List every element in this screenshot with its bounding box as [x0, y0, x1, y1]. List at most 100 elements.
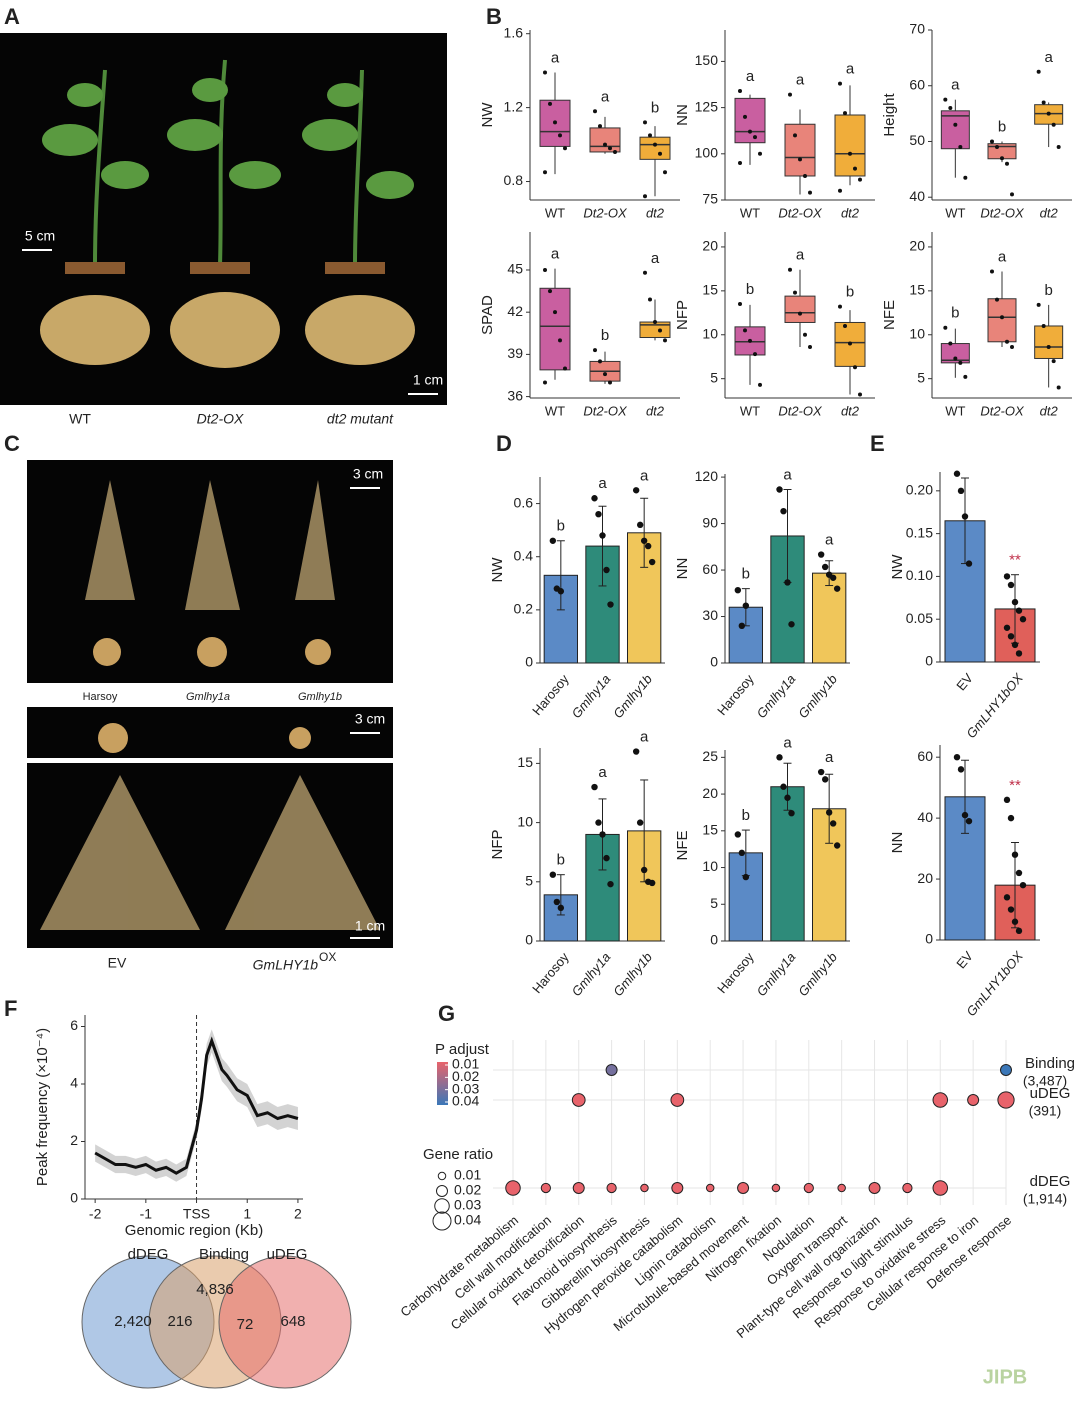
letter: a [825, 532, 834, 549]
panel-label: A [4, 4, 20, 29]
point [1003, 796, 1011, 804]
point [738, 849, 746, 857]
point [599, 532, 606, 539]
point [603, 372, 607, 377]
point [953, 753, 961, 761]
region-count: 648 [280, 1313, 305, 1330]
size-key [434, 1198, 450, 1214]
x-tick-label: Harosoy [529, 949, 572, 996]
box [1034, 325, 1064, 359]
point [843, 323, 847, 328]
y-tick-label: 0.6 [514, 494, 534, 510]
letter: a [598, 764, 607, 781]
x-tick-label: EV [953, 670, 976, 693]
point [608, 380, 612, 385]
point [543, 267, 547, 272]
photo-label: Dt2-OX [197, 411, 244, 427]
x-axis-label: Genomic region (Kb) [125, 1222, 263, 1239]
x-tick-label: -1 [140, 1206, 153, 1222]
point [593, 348, 597, 353]
point [553, 898, 561, 906]
y-tick-label: 10 [702, 325, 718, 341]
point [776, 486, 783, 493]
x-tick-label: -2 [89, 1206, 102, 1222]
point [549, 871, 557, 878]
y-tick-label: 1.2 [504, 98, 524, 114]
point [738, 302, 742, 307]
box [589, 127, 621, 153]
point [595, 819, 602, 826]
point [636, 819, 644, 826]
region-count: 4,836 [196, 1281, 234, 1298]
y-tick-label: 150 [695, 52, 719, 68]
x-tick-label: Gmlhy1a [568, 671, 613, 721]
point [753, 352, 757, 357]
point [808, 190, 812, 195]
box [784, 123, 816, 177]
point [1041, 100, 1046, 105]
y-tick-label: 20 [702, 785, 718, 801]
dot [803, 1182, 814, 1194]
point [549, 537, 557, 544]
set-label: dDEG [128, 1246, 169, 1263]
colorbar [437, 1062, 448, 1105]
point [748, 129, 752, 134]
point [1051, 359, 1056, 364]
letter: b [601, 327, 609, 344]
y-tick-label: 0 [710, 654, 718, 670]
row-label: dDEG [1030, 1173, 1071, 1190]
point [643, 194, 647, 199]
point [758, 382, 762, 387]
x-tick-label: Dt2-OX [980, 205, 1025, 220]
point [742, 873, 750, 881]
point [1015, 650, 1023, 657]
point [1015, 607, 1023, 614]
point [1010, 192, 1014, 197]
point [1005, 339, 1009, 344]
y-tick-label: 42 [507, 303, 523, 319]
x-tick-label: WT [545, 403, 565, 418]
point [829, 574, 837, 581]
point [838, 81, 842, 86]
x-tick-label: Gmlhy1a [568, 949, 613, 999]
letter: b [998, 118, 1006, 135]
point [599, 831, 606, 838]
x-tick-label: dt2 [1040, 403, 1059, 418]
dot [932, 1180, 949, 1196]
y-tick-label: 0.2 [514, 601, 534, 617]
point [1003, 573, 1011, 580]
y-tick-label: 0 [925, 931, 933, 947]
point [848, 341, 852, 346]
point [825, 809, 833, 816]
point [543, 380, 547, 385]
letter: b [742, 807, 750, 824]
point [643, 120, 647, 125]
point [603, 854, 610, 862]
point [558, 133, 562, 138]
point [963, 374, 968, 379]
letter: ** [1009, 777, 1021, 794]
letter: a [846, 61, 855, 78]
point [1005, 161, 1009, 166]
y-tick-label: 50 [909, 132, 925, 148]
letter: a [951, 77, 960, 94]
point [648, 133, 652, 138]
dot [997, 1091, 1015, 1109]
dot [540, 1182, 551, 1194]
box [734, 97, 766, 144]
x-tick-label: dt2 [646, 403, 665, 418]
point [591, 495, 598, 502]
size-label: 0.03 [454, 1197, 481, 1213]
y-tick-label: 5 [710, 369, 718, 385]
x-tick-label: dt2 [841, 205, 860, 220]
x-tick-label: dt2 [1040, 205, 1059, 220]
point [853, 365, 857, 370]
dot [737, 1182, 750, 1194]
y-tick-label: 20 [909, 238, 925, 254]
point [632, 487, 640, 494]
x-tick-label: Gmlhy1a [753, 949, 798, 999]
point [734, 586, 742, 594]
y-axis-label: NN [674, 104, 691, 126]
point [1041, 323, 1046, 328]
row-count: (1,914) [1023, 1191, 1067, 1207]
